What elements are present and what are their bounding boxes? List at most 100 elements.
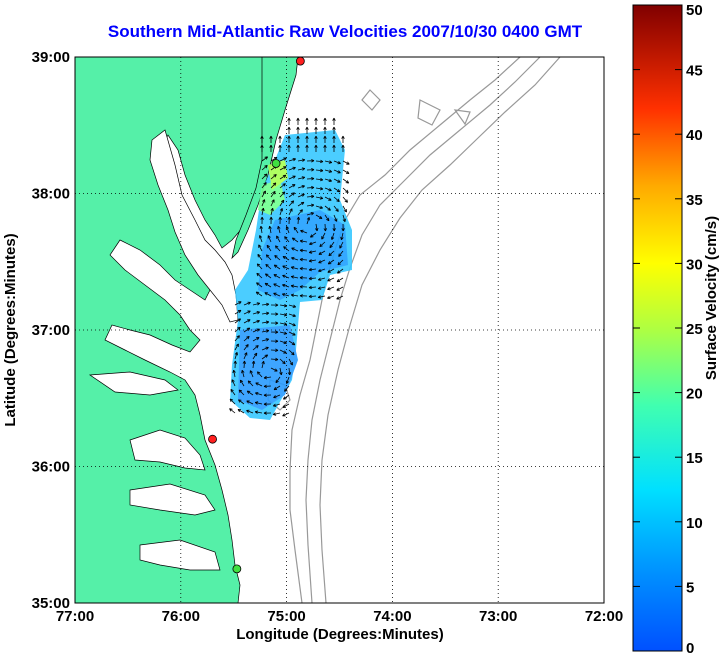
velocity-arrow-head	[323, 117, 326, 121]
velocity-arrow-head	[248, 380, 252, 383]
velocity-arrow-head	[311, 185, 315, 188]
velocity-arrow	[339, 241, 344, 249]
velocity-arrow	[261, 312, 269, 315]
velocity-arrow	[234, 318, 241, 324]
velocity-arrow-head	[336, 296, 339, 300]
velocity-arrow-head	[273, 414, 277, 416]
velocity-arrow-head	[270, 216, 273, 220]
velocity-arrow-head	[299, 276, 303, 278]
velocity-arrow	[261, 208, 264, 216]
velocity-arrow-head	[311, 159, 315, 162]
velocity-arrow-head	[275, 359, 279, 362]
velocity-arrow	[288, 367, 291, 376]
velocity-arrow	[252, 320, 260, 324]
velocity-arrow-head	[308, 296, 312, 299]
velocity-arrow-head	[342, 144, 345, 148]
velocity-arrow	[270, 199, 275, 207]
velocity-arrow-head	[293, 226, 297, 229]
velocity-arrow-head	[275, 330, 279, 333]
velocity-arrow	[243, 336, 250, 342]
y-axis-label: Latitude (Degrees:Minutes)	[2, 233, 19, 426]
velocity-arrow-head	[311, 194, 315, 197]
velocity-arrow-head	[229, 398, 234, 401]
velocity-arrow	[297, 185, 305, 189]
velocity-arrow-head	[302, 202, 305, 206]
colorbar-label: Surface Velocity (cm/s)	[703, 216, 720, 380]
velocity-arrow	[276, 235, 281, 243]
velocity-arrow-head	[273, 293, 276, 296]
velocity-arrow-head	[260, 225, 263, 229]
velocity-arrow	[324, 169, 332, 173]
velocity-arrow-head	[275, 340, 279, 343]
velocity-arrow	[327, 295, 335, 299]
velocity-arrow	[297, 168, 305, 171]
velocity-arrow-head	[290, 294, 294, 297]
velocity-arrow-head	[346, 199, 348, 203]
velocity-arrow-head	[319, 179, 324, 182]
velocity-arrow-head	[310, 203, 315, 206]
velocity-arrow-head	[315, 144, 318, 148]
velocity-arrow-head	[306, 144, 309, 148]
velocity-arrow-head	[237, 318, 241, 320]
velocity-arrow-head	[336, 200, 340, 202]
velocity-arrow-head	[324, 126, 327, 130]
velocity-arrow	[243, 360, 245, 369]
velocity-arrow-head	[282, 413, 285, 417]
velocity-arrow	[321, 232, 326, 240]
velocity-arrow-head	[265, 264, 268, 268]
velocity-arrow-head	[290, 266, 294, 270]
velocity-arrow-head	[246, 400, 249, 404]
velocity-arrow-head	[232, 370, 235, 374]
velocity-arrow	[315, 169, 324, 172]
velocity-arrow-head	[261, 207, 264, 211]
velocity-arrow-head	[263, 384, 267, 387]
velocity-arrow	[306, 204, 314, 207]
velocity-arrow-head	[241, 369, 245, 373]
velocity-arrow	[234, 352, 238, 360]
velocity-arrow	[252, 328, 260, 333]
velocity-arrow-head	[319, 245, 323, 248]
colorbar-tick-label: 0	[686, 640, 694, 657]
velocity-arrow-head	[293, 313, 296, 317]
station-marker	[208, 434, 217, 444]
velocity-arrow-head	[284, 340, 287, 344]
velocity-arrow-head	[267, 235, 271, 238]
velocity-arrow-head	[279, 144, 282, 148]
station-marker	[232, 564, 242, 574]
velocity-arrow-head	[244, 352, 247, 355]
velocity-arrow-head	[269, 216, 272, 220]
velocity-arrow	[270, 367, 278, 372]
velocity-arrow-head	[260, 135, 263, 139]
velocity-arrow-head	[305, 117, 308, 121]
velocity-arrow-head	[283, 183, 286, 187]
velocity-arrow	[255, 291, 263, 297]
velocity-arrow-head	[261, 135, 264, 139]
velocity-arrow-head	[308, 276, 312, 280]
velocity-arrow-head	[264, 292, 267, 296]
velocity-arrow	[255, 402, 263, 405]
velocity-arrow-head	[262, 190, 266, 193]
velocity-arrow	[318, 295, 326, 298]
velocity-arrow	[230, 389, 236, 396]
velocity-arrow-head	[301, 167, 305, 169]
velocity-arrow	[234, 309, 242, 315]
velocity-arrow-head	[290, 276, 294, 279]
velocity-arrow-head	[237, 409, 240, 413]
velocity-arrow-head	[284, 322, 288, 325]
velocity-arrow-head	[338, 170, 341, 174]
velocity-arrow	[246, 390, 254, 396]
velocity-arrow	[238, 389, 245, 396]
velocity-arrow-head	[265, 302, 270, 305]
velocity-arrow-head	[292, 192, 295, 196]
station-marker	[295, 57, 305, 66]
velocity-arrow-head	[255, 401, 259, 403]
velocity-arrow-head	[341, 144, 344, 148]
velocity-arrow-head	[336, 278, 339, 282]
velocity-arrow-head	[288, 126, 291, 130]
velocity-arrow	[291, 257, 299, 261]
x-tick-label: 73:00	[479, 608, 517, 625]
velocity-arrow-head	[282, 284, 285, 288]
velocity-arrow	[279, 166, 287, 171]
velocity-arrow-head	[333, 144, 336, 148]
velocity-arrow-head	[324, 135, 327, 139]
